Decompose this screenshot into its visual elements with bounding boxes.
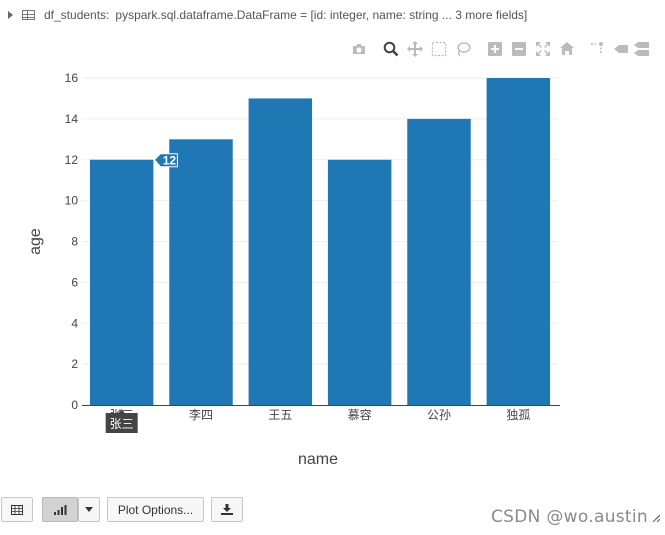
bar-chart-icon <box>54 504 67 515</box>
y-axis-title: age <box>27 228 44 255</box>
expand-caret-icon[interactable] <box>8 11 13 19</box>
bar[interactable] <box>169 139 233 405</box>
category-tooltip-label: 张三 <box>110 417 134 431</box>
table-icon <box>11 504 23 515</box>
bar[interactable] <box>486 78 551 405</box>
plot-options-button[interactable]: Plot Options... <box>107 497 204 522</box>
chart-view-button[interactable] <box>42 497 78 522</box>
resize-grip-icon[interactable] <box>652 514 660 522</box>
y-tick-label: 4 <box>71 316 78 330</box>
y-tick-label: 12 <box>65 153 79 167</box>
zoom-in-icon[interactable] <box>486 40 504 58</box>
bar[interactable] <box>248 98 313 405</box>
bar[interactable] <box>327 159 392 405</box>
bar[interactable] <box>89 159 154 405</box>
lasso-select-icon[interactable] <box>454 40 472 58</box>
value-tooltip-label: 12 <box>163 153 177 167</box>
x-axis-title: name <box>298 451 338 468</box>
category-tooltip-box <box>105 409 138 433</box>
caret-down-icon <box>85 507 93 512</box>
y-tick-label: 16 <box>65 71 79 85</box>
autoscale-icon[interactable] <box>534 40 552 58</box>
camera-icon[interactable] <box>350 40 368 58</box>
box-select-icon[interactable] <box>430 40 448 58</box>
x-axis-ticks: 张三李四王五慕容公孙独孤 <box>110 407 531 422</box>
x-tick-label: 王五 <box>268 408 292 422</box>
watermark: CSDN @wo.austin <box>491 507 648 527</box>
dataframe-name: df_students: <box>44 8 110 22</box>
table-icon <box>22 10 35 20</box>
value-tooltip-box <box>153 153 178 168</box>
y-tick-label: 14 <box>65 112 79 126</box>
bars <box>89 78 551 405</box>
y-tick-label: 10 <box>65 194 79 208</box>
zoom-icon[interactable] <box>382 40 400 58</box>
bar[interactable] <box>407 118 471 405</box>
dataframe-schema: pyspark.sql.dataframe.DataFrame = [id: i… <box>115 8 528 22</box>
download-button[interactable] <box>211 497 243 522</box>
hover-compare-icon[interactable] <box>632 40 650 58</box>
dataframe-header[interactable]: df_students: pyspark.sql.dataframe.DataF… <box>8 6 527 24</box>
x-tick-label: 慕容 <box>348 407 372 422</box>
y-axis-ticks: 0 2 4 6 8 10 12 14 16 <box>65 71 79 412</box>
pan-icon[interactable] <box>406 40 424 58</box>
y-tick-label: 8 <box>71 235 78 249</box>
hover-closest-icon[interactable] <box>612 40 630 58</box>
x-tick-label: 公孙 <box>427 408 451 422</box>
reset-axes-icon[interactable] <box>558 40 576 58</box>
download-icon <box>221 504 233 515</box>
spike-lines-icon[interactable] <box>588 40 606 58</box>
y-tick-label: 0 <box>71 398 78 412</box>
gridlines <box>82 77 558 365</box>
zoom-out-icon[interactable] <box>510 40 528 58</box>
table-view-button[interactable] <box>1 497 33 522</box>
y-tick-label: 2 <box>71 357 78 371</box>
bar-chart[interactable]: 0 2 4 6 8 10 12 14 16 张三 李四 王五 慕容 公孙 独孤 age name 12 张三 <box>0 60 600 480</box>
x-tick-label: 李四 <box>189 407 213 422</box>
y-tick-label: 6 <box>71 275 78 289</box>
x-tick-label: 独孤 <box>506 408 530 422</box>
chart-type-dropdown[interactable] <box>78 497 100 522</box>
hover-tooltip: 12 张三 <box>105 153 178 433</box>
